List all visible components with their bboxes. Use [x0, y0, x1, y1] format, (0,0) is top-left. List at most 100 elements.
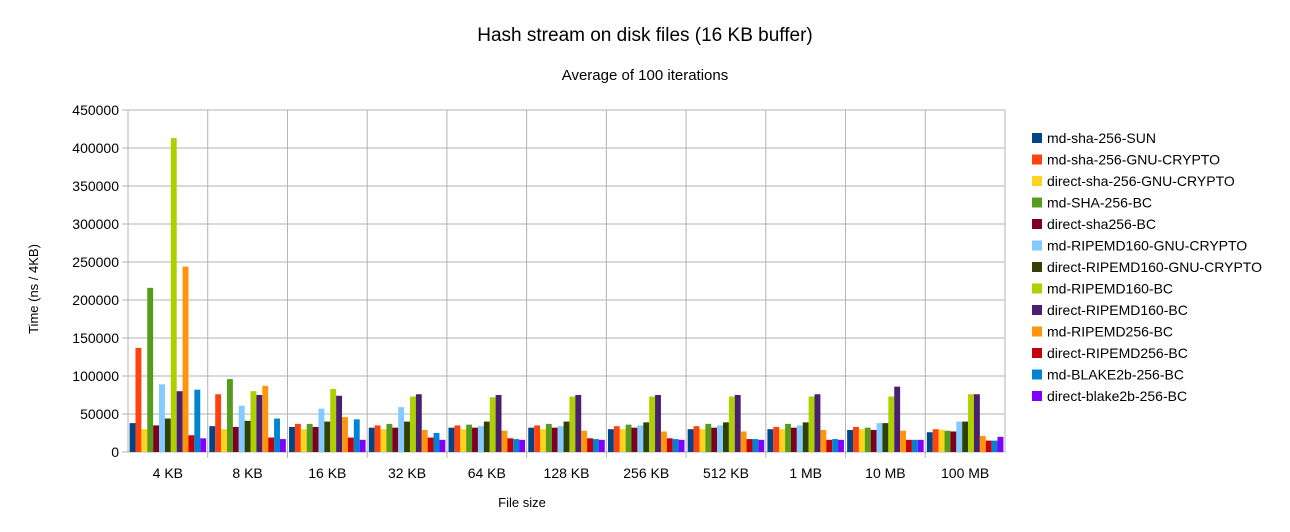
- legend-swatch: [1032, 283, 1042, 294]
- bar: [215, 394, 222, 452]
- bar: [997, 436, 1004, 452]
- bar: [540, 429, 546, 452]
- y-tick-label: 100000: [72, 368, 119, 384]
- bar: [244, 420, 251, 452]
- legend-swatch: [1032, 326, 1042, 337]
- bar: [188, 435, 195, 452]
- bar: [592, 439, 599, 452]
- bar: [631, 427, 638, 452]
- bar: [353, 419, 360, 452]
- legend-swatch: [1032, 133, 1042, 143]
- bar: [876, 423, 883, 452]
- bar: [991, 440, 998, 452]
- bar: [832, 439, 839, 452]
- bar: [666, 438, 673, 452]
- bar: [129, 423, 136, 452]
- bar: [752, 439, 759, 452]
- legend-label: direct-RIPEMD160-BC: [1047, 302, 1188, 318]
- bar: [693, 426, 700, 452]
- y-axis-label: Time (ns / 4KB): [26, 244, 41, 334]
- bar: [637, 425, 644, 452]
- bar: [472, 427, 478, 452]
- bar: [448, 427, 455, 452]
- x-axis-label: File size: [498, 495, 546, 510]
- legend-swatch: [1032, 176, 1042, 186]
- bar: [882, 423, 889, 452]
- bar: [711, 427, 718, 452]
- bar: [489, 397, 496, 452]
- legend-label: direct-RIPEMD160-GNU-CRYPTO: [1047, 259, 1262, 275]
- bar: [956, 421, 963, 452]
- bar: [926, 432, 933, 452]
- bar: [607, 429, 614, 452]
- bar: [962, 421, 969, 452]
- x-tick-label: 512 KB: [703, 465, 749, 481]
- legend-swatch: [1032, 369, 1042, 380]
- bar: [342, 417, 348, 452]
- legend-label: direct-sha-256-GNU-CRYPTO: [1047, 173, 1235, 189]
- bar: [619, 429, 626, 452]
- legend-label: md-SHA-256-BC: [1047, 195, 1152, 211]
- bar: [758, 439, 765, 452]
- legend-label: md-RIPEMD256-BC: [1047, 324, 1173, 340]
- bar: [409, 396, 416, 452]
- bar: [814, 394, 821, 452]
- bar: [932, 429, 939, 452]
- bar: [483, 421, 490, 452]
- x-tick-label: 16 KB: [308, 465, 346, 481]
- legend: md-sha-256-SUN md-sha-256-GNU-CRYPTO direc…: [1032, 130, 1262, 404]
- bar: [164, 418, 171, 452]
- legend-swatch: [1032, 262, 1042, 272]
- bar: [613, 426, 620, 452]
- bar: [672, 439, 679, 452]
- bar: [864, 427, 871, 452]
- bar: [587, 438, 593, 452]
- legend-swatch: [1032, 240, 1042, 251]
- bar: [306, 423, 313, 452]
- y-tick-label: 150000: [72, 330, 119, 346]
- bar: [415, 394, 422, 452]
- bar: [300, 429, 307, 452]
- bar: [858, 429, 865, 452]
- bar: [785, 423, 791, 452]
- bar: [141, 429, 148, 452]
- bar: [625, 424, 632, 452]
- bar: [746, 439, 753, 452]
- bar: [968, 394, 974, 452]
- bar: [439, 439, 446, 452]
- x-tick-label: 1 MB: [789, 465, 822, 481]
- y-tick-label: 0: [111, 444, 119, 460]
- bar: [917, 439, 924, 452]
- bar: [433, 433, 440, 452]
- bar: [938, 429, 945, 452]
- bar: [513, 439, 520, 452]
- bar: [528, 427, 535, 452]
- legend-label: md-sha-256-GNU-CRYPTO: [1047, 152, 1220, 168]
- bar: [534, 425, 541, 452]
- chart-subtitle: Average of 100 iterations: [562, 67, 729, 84]
- bar: [598, 439, 605, 452]
- tick-labels: 0 50000 100000 150000 200000 250000 300000 3500…: [72, 102, 989, 481]
- y-tick-label: 50000: [80, 406, 119, 422]
- axes: [122, 109, 1006, 458]
- bar: [232, 426, 239, 452]
- bar: [312, 426, 319, 452]
- bar: [194, 389, 201, 452]
- bar: [250, 391, 257, 452]
- bar: [279, 439, 286, 452]
- bar: [687, 429, 694, 452]
- y-tick-label: 350000: [72, 178, 119, 194]
- legend-label: direct-sha256-BC: [1047, 216, 1156, 232]
- bar: [153, 425, 160, 452]
- bar: [404, 421, 410, 452]
- bar: [847, 429, 854, 452]
- bar: [336, 395, 343, 452]
- bar: [678, 439, 685, 452]
- x-tick-label: 100 MB: [941, 465, 989, 481]
- y-tick-label: 400000: [72, 140, 119, 156]
- bar: [944, 430, 951, 452]
- bar: [226, 379, 233, 452]
- bar: [135, 347, 142, 452]
- legend-label: md-sha-256-SUN: [1047, 130, 1156, 146]
- bar: [182, 266, 189, 452]
